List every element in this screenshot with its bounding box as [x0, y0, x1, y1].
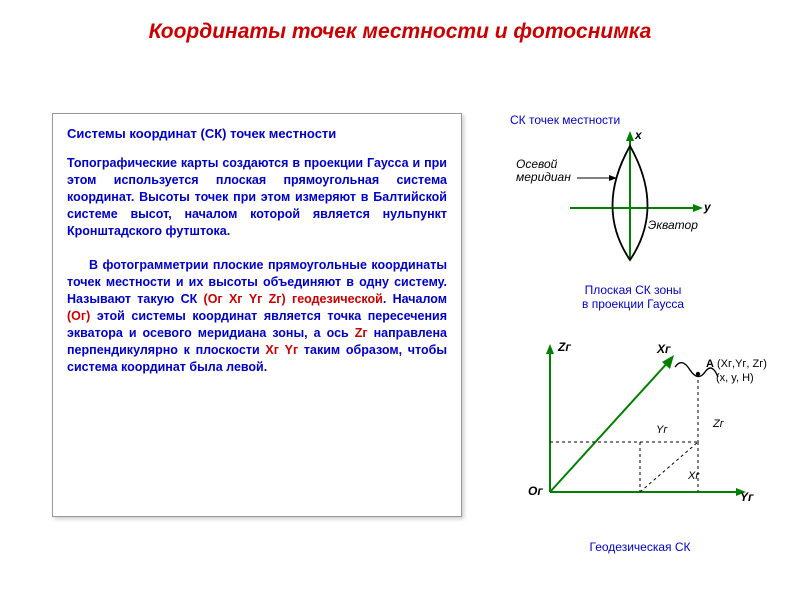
d1c2: в проекции Гаусса: [582, 297, 684, 311]
p2-b: (Оᴦ Xᴦ Yᴦ Zᴦ) геодезической: [204, 292, 383, 306]
d2-A-c2: (x, y, H): [716, 372, 754, 384]
paragraph-1: Топографические карты создаются в проекц…: [67, 155, 447, 239]
d2-proj-x: Xᴦ: [688, 470, 700, 482]
diagram1: [510, 128, 770, 283]
d2-proj-y: Yᴦ: [656, 424, 668, 436]
p2-c: . Началом: [383, 292, 447, 306]
d2-A-lbl: A: [706, 358, 714, 370]
diagram1-meridian-arrow: [575, 170, 621, 195]
subtitle: Системы координат (СК) точек местности: [67, 126, 447, 141]
diagram1-header: СК точек местности: [510, 113, 620, 127]
d2-o: Oᴦ: [528, 484, 543, 498]
diagram1-y-label: y: [704, 200, 711, 214]
page-title: Координаты точек местности и фотоснимка: [0, 20, 800, 44]
p2-h: Xᴦ Yᴦ: [265, 343, 298, 357]
diagram2-caption: Геодезическая СК: [560, 540, 720, 554]
d1c1: Плоская СК зоны: [585, 283, 682, 297]
d2-z: Zᴦ: [558, 340, 571, 354]
text-panel: Системы координат (СК) точек местности Т…: [52, 113, 462, 517]
d2-y: Yᴦ: [740, 490, 754, 504]
d2-A: A (Xᴦ,Yᴦ, Zᴦ): [706, 358, 767, 370]
diagram1-equator: Экватор: [648, 218, 698, 232]
d2-proj-z: Zᴦ: [713, 418, 724, 430]
d2-A-c1: (Xᴦ,Yᴦ, Zᴦ): [717, 358, 767, 370]
p2-d: (Оᴦ): [67, 309, 90, 323]
paragraph-2: В фотограмметрии плоские прямоугольные к…: [67, 257, 447, 375]
diagram1-x-label: x: [635, 128, 642, 142]
p2-f: Zᴦ: [355, 326, 368, 340]
d2-x: Xᴦ: [657, 342, 671, 356]
diagram1-caption: Плоская СК зоны в проекции Гаусса: [548, 283, 718, 311]
